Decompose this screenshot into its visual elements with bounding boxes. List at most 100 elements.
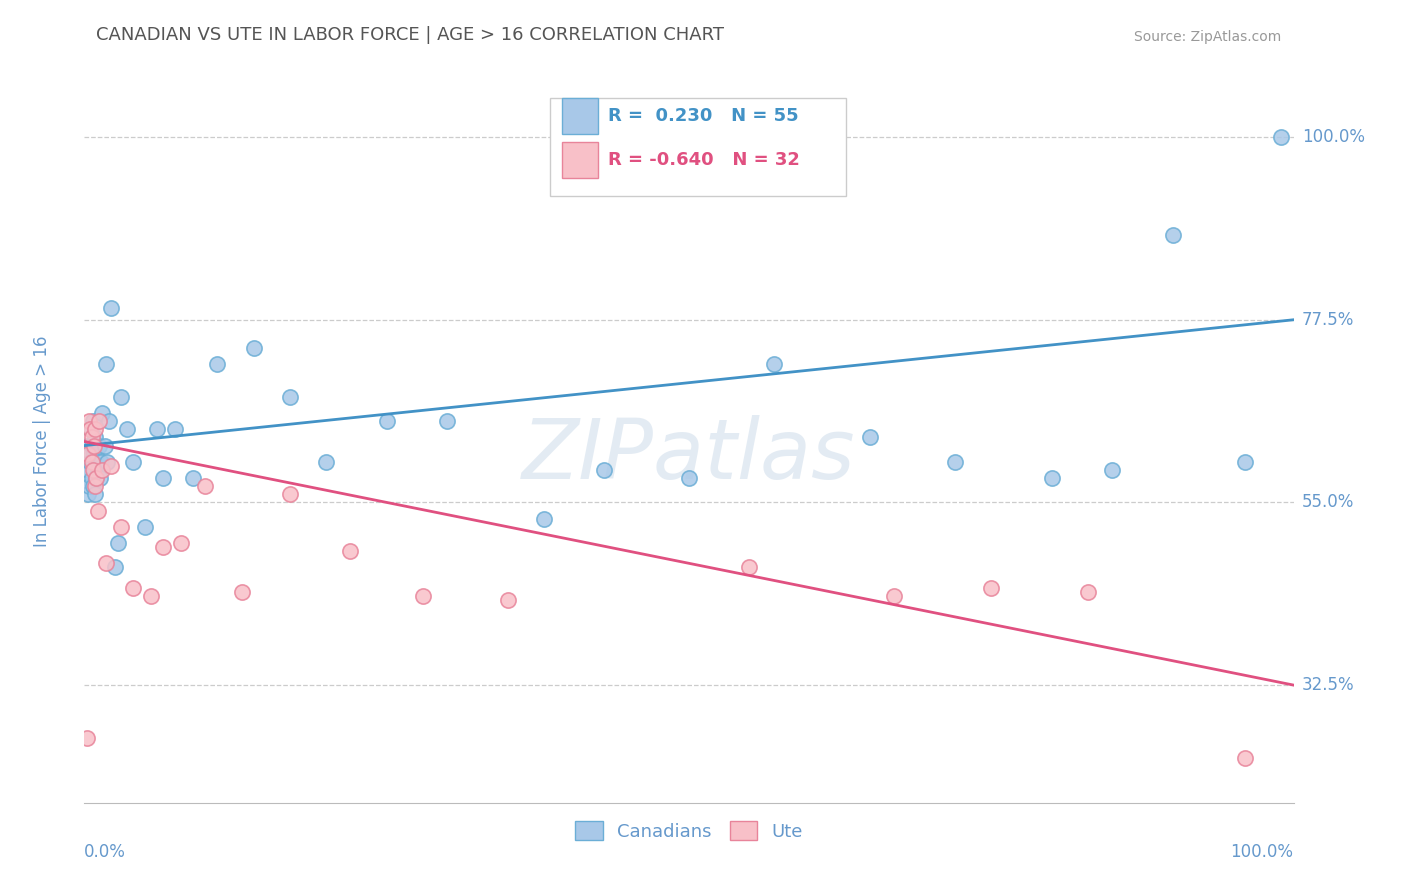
Point [533,511,555,525]
Point [84,487,107,501]
Point [82,455,104,469]
Point [87,439,110,453]
Point [80,430,103,444]
Text: 32.5%: 32.5% [1302,676,1354,694]
Point [762,358,785,372]
Point [77,447,100,461]
Point [859,430,882,444]
Point [86,447,108,461]
Point [165,422,187,436]
Point [89,471,111,485]
Text: 77.5%: 77.5% [1302,310,1354,329]
Point [104,560,127,574]
Point [1234,455,1257,469]
Point [1234,751,1257,765]
Point [83,463,105,477]
Point [738,560,761,574]
Point [980,581,1002,595]
Point [86,463,108,477]
Point [943,455,966,469]
Point [80,471,103,485]
Point [1040,471,1063,485]
Point [278,390,301,404]
Point [94,439,117,453]
Point [115,422,138,436]
Point [678,471,700,485]
Point [86,471,108,485]
Point [80,439,103,453]
Point [82,463,104,477]
Point [121,581,143,595]
Point [375,414,398,428]
Point [77,447,100,461]
Point [82,479,104,493]
Point [412,589,434,603]
Text: R =  0.230   N = 55: R = 0.230 N = 55 [607,107,799,126]
Point [76,731,98,745]
Point [97,414,120,428]
Point [121,455,143,469]
Point [77,479,100,493]
Point [90,455,112,469]
Point [181,471,204,485]
Point [87,414,110,428]
Text: 100.0%: 100.0% [1302,128,1365,146]
Text: 0.0%: 0.0% [84,843,127,861]
Point [79,455,101,469]
Text: In Labor Force | Age > 16: In Labor Force | Age > 16 [32,335,51,548]
Point [79,422,101,436]
FancyBboxPatch shape [562,142,599,178]
Point [83,439,105,453]
Point [84,479,107,493]
Point [110,390,132,404]
Point [242,341,264,355]
Text: Source: ZipAtlas.com: Source: ZipAtlas.com [1135,30,1281,44]
Text: CANADIAN VS UTE IN LABOR FORCE | AGE > 16 CORRELATION CHART: CANADIAN VS UTE IN LABOR FORCE | AGE > 1… [97,26,724,44]
Point [231,584,253,599]
Point [86,503,108,517]
Point [96,455,118,469]
Point [139,589,162,603]
Point [84,422,107,436]
Point [436,414,458,428]
Point [315,455,337,469]
Point [152,540,174,554]
Point [110,520,132,534]
Point [77,414,100,428]
Point [83,447,105,461]
Point [80,455,103,469]
Text: 55.0%: 55.0% [1302,493,1354,511]
FancyBboxPatch shape [562,98,599,135]
Point [1077,584,1099,599]
Point [146,422,169,436]
Point [77,463,100,477]
Point [1101,463,1123,477]
Point [94,557,117,571]
FancyBboxPatch shape [550,98,846,196]
Point [152,471,174,485]
Point [100,301,122,315]
Point [84,430,107,444]
Point [91,406,114,420]
Point [86,471,108,485]
Point [339,544,361,558]
Text: 100.0%: 100.0% [1230,843,1294,861]
Point [82,414,104,428]
Point [94,358,117,372]
Point [170,536,193,550]
Point [883,589,905,603]
Point [194,479,217,493]
Point [134,520,156,534]
Point [76,439,98,453]
Text: ZIPatlas: ZIPatlas [522,416,856,497]
Point [79,422,101,436]
Point [496,592,519,607]
Text: R = -0.640   N = 32: R = -0.640 N = 32 [607,151,800,169]
Point [107,536,129,550]
Point [593,463,616,477]
Point [77,487,100,501]
Point [1161,227,1184,242]
Point [207,358,229,372]
Point [91,463,114,477]
Point [1270,130,1292,145]
